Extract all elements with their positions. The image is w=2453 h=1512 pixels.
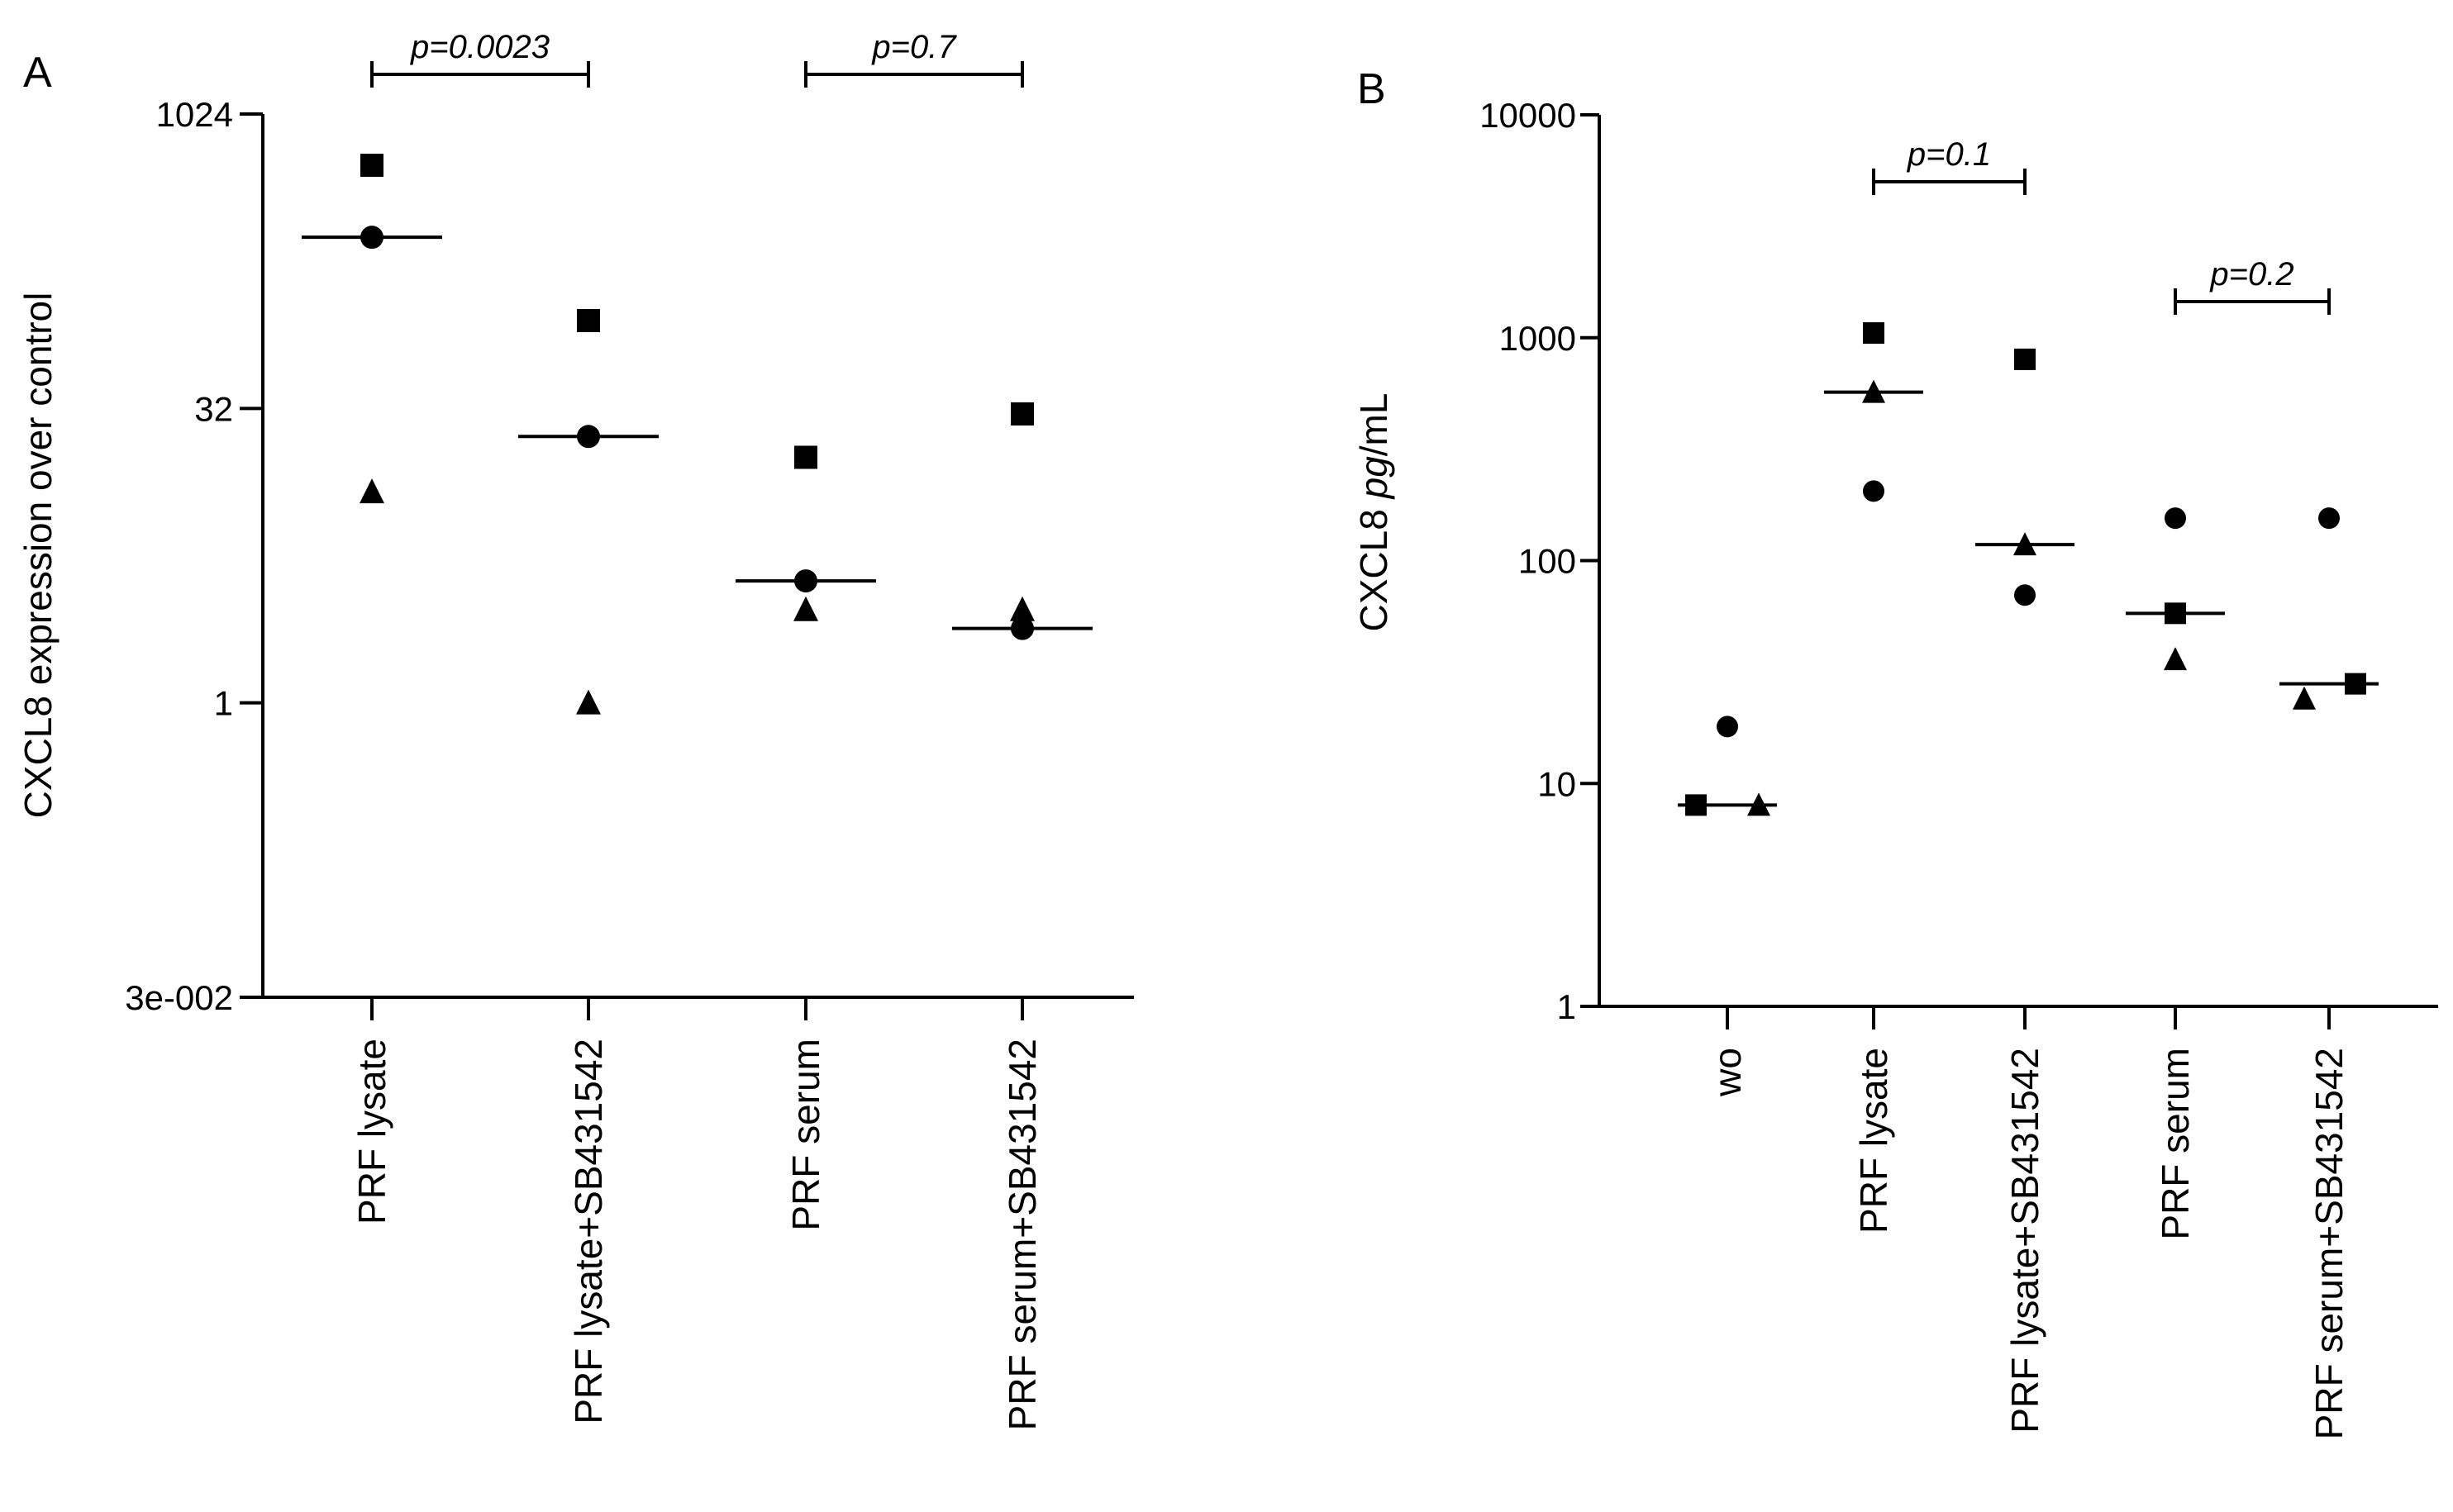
x-category-label: PRF lysate+SB431542 [567, 1039, 610, 1424]
data-point-triangle [1862, 379, 1885, 403]
data-point-circle [360, 226, 383, 250]
data-point-triangle [2164, 647, 2187, 671]
x-category-label: PRF lysate [350, 1039, 393, 1224]
significance-bracket [1872, 169, 2027, 195]
x-category-label: wo [1706, 1048, 1749, 1097]
data-point-square [2345, 673, 2366, 695]
significance-bracket [2174, 288, 2331, 315]
data-point-triangle [793, 596, 818, 621]
y-axis-title-part: CXCL8 [1352, 498, 1395, 631]
panel-a: A 1024 32 1 3e-002 CXCL8 expression over cont… [17, 29, 1134, 1430]
data-point-circle [577, 425, 600, 449]
data-point-square [2165, 602, 2186, 625]
y-axis-title: CXCL8 pg/mL [1352, 393, 1395, 632]
y-tick-label: 1 [214, 684, 233, 723]
data-point-square [577, 309, 600, 333]
panel-label: B [1357, 65, 1386, 113]
y-tick-label: 10 [1537, 764, 1576, 803]
data-point-circle [1717, 716, 1738, 738]
y-tick-label: 1000 [1499, 319, 1576, 358]
data-point-circle [2014, 584, 2036, 606]
data-point-triangle [1010, 596, 1035, 621]
panel-b: B 10000 1000 100 10 1 CXCL8 pg/mL wo PRF lysate P… [1352, 65, 2438, 1439]
data-point-triangle [360, 478, 384, 504]
data-point-square [1863, 322, 1884, 345]
data-point-triangle [2013, 532, 2036, 556]
panel-label: A [23, 49, 52, 97]
data-point-square [360, 154, 383, 178]
data-point-circle [1863, 480, 1884, 502]
x-category-label: PRF serum [2154, 1048, 2197, 1240]
data-point-triangle [2293, 686, 2316, 710]
data-point-circle [1011, 616, 1034, 640]
x-category-label: PRF serum [784, 1039, 827, 1231]
y-axis-title-part: /mL [1352, 393, 1395, 457]
data-point-circle [794, 569, 817, 593]
data-point-triangle [1747, 792, 1770, 816]
p-value-label: p=0.0023 [410, 29, 550, 65]
y-tick-label: 10000 [1479, 96, 1576, 135]
x-category-label: PRF lysate+SB431542 [2003, 1048, 2046, 1434]
y-axis-title-italic: pg [1352, 456, 1395, 501]
p-value-label: p=0.7 [871, 29, 957, 65]
data-point-circle [2318, 507, 2340, 530]
data-point-square [2014, 348, 2036, 370]
significance-bracket [370, 61, 590, 88]
x-category-label: PRF serum+SB431542 [2308, 1048, 2351, 1439]
data-point-square [1685, 794, 1707, 816]
y-tick-label: 3e-002 [125, 978, 233, 1017]
data-point-square [1011, 402, 1034, 426]
y-tick-label: 1 [1557, 987, 1576, 1026]
x-category-label: PRF lysate [1852, 1048, 1895, 1234]
p-value-label: p=0.1 [1907, 136, 1991, 173]
data-point-square [794, 445, 817, 469]
p-value-label: p=0.2 [2209, 256, 2293, 292]
y-tick-label: 32 [194, 389, 233, 428]
x-category-label: PRF serum+SB431542 [1001, 1039, 1044, 1430]
data-point-circle [2165, 507, 2186, 530]
y-tick-label: 1024 [156, 95, 233, 134]
y-axis-title: CXCL8 expression over control [17, 292, 60, 819]
data-point-triangle [576, 689, 601, 715]
y-tick-label: 100 [1518, 542, 1576, 581]
significance-bracket [804, 61, 1024, 88]
